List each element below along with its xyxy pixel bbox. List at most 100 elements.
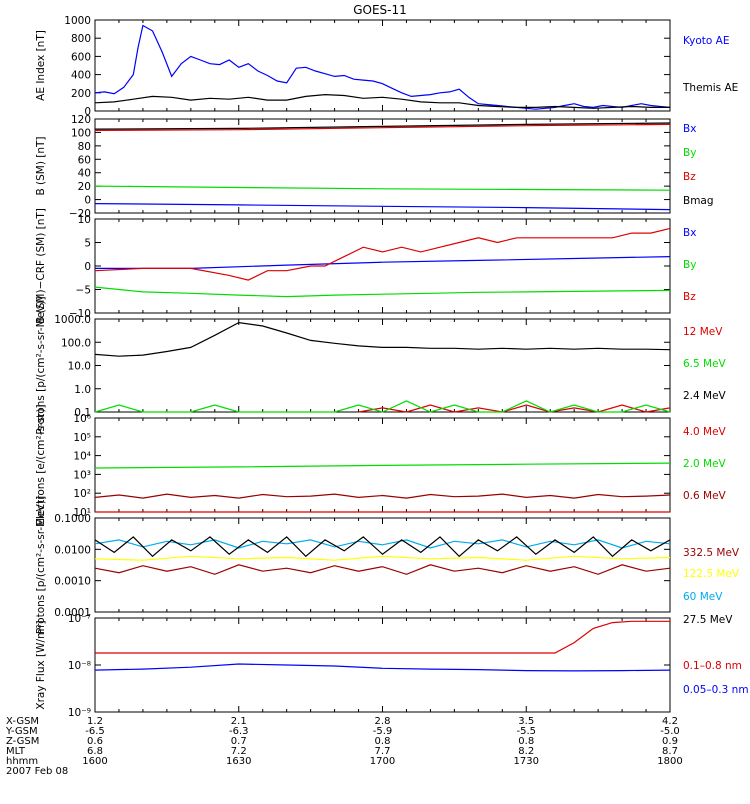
y-tick-label: 400 [71, 70, 91, 82]
y-tick-label: 5 [84, 238, 91, 250]
y-axis-label: Electrons [e/(cm²-s-sr)] [35, 404, 47, 525]
y-tick-label: −5 [76, 285, 91, 297]
y-tick-label: 800 [71, 33, 91, 45]
orbit-value: 2.8 [375, 716, 391, 727]
y-tick-label: 10⁻⁸ [68, 660, 91, 672]
y-tick-label: 20 [78, 181, 91, 193]
orbit-row-label: Y-GSM [5, 726, 38, 737]
series-line-themis-ae [94, 93, 670, 109]
series-line-0-6-mev [94, 493, 671, 499]
panel-electrons: 10⁶ 10⁵ 10⁴ 10³ 10² 10¹ Electrons [e/(cm²-s-sr… [35, 404, 727, 525]
series-line-kyoto-ae [94, 24, 671, 110]
orbit-value: 1800 [657, 756, 682, 767]
y-axis-label: AE Index [nT] [35, 30, 47, 101]
panel-bdiff: 10 5 0 −5 −10 B (SM)−CRF (SM) [nT] Bx By Bz [35, 208, 696, 324]
series-line-0-05-0-3-nm [94, 663, 671, 672]
orbit-value: 1700 [370, 756, 395, 767]
panel-frame [94, 617, 671, 713]
series-line-0-1-0-8-nm [95, 620, 670, 654]
orbit-value: 7.7 [375, 746, 391, 757]
y-tick-label: 40 [78, 168, 91, 180]
legend-entry: 12 MeV [683, 326, 723, 338]
legend-entry: 60 MeV [683, 591, 723, 603]
series-line-bmag [94, 122, 671, 130]
orbit-value: 0.8 [518, 736, 534, 747]
series-line-6-5-mev [94, 400, 671, 413]
orbit-value: 1730 [514, 756, 539, 767]
legend-entry: Themis AE [682, 82, 738, 94]
orbit-row-label: Z-GSM [6, 736, 39, 747]
legend-entry: 122.5 MeV [683, 568, 740, 580]
orbit-value: 2.1 [231, 716, 247, 727]
legend-entry: Bmag [683, 195, 714, 207]
legend-entry: By [683, 147, 696, 159]
series-line-122-5-mev [94, 555, 671, 561]
y-tick-label: 10 [78, 214, 91, 226]
y-tick-label: 80 [78, 141, 91, 153]
y-tick-label: 1.0 [74, 384, 91, 396]
y-tick-label: 0.0010 [54, 576, 91, 588]
panel-frame [94, 318, 671, 413]
y-tick-label: 60 [78, 154, 91, 166]
series-line-bx [94, 203, 671, 211]
y-tick-label: 0 [84, 195, 91, 207]
legend-entry: Kyoto AE [683, 35, 729, 47]
y-tick-label: 10⁻⁷ [68, 613, 91, 625]
panel-protons: 1000.0 100.0 10.0 1.0 0.1 Protons [p/(cm²-s-s… [35, 296, 727, 434]
legend-entry: 2.4 MeV [683, 390, 727, 402]
orbit-row-label: X-GSM [6, 716, 39, 727]
panel-frame [94, 517, 671, 613]
plot-title: GOES-11 [353, 3, 407, 17]
orbit-value: -5.5 [516, 726, 536, 737]
legend-entry: 0.05–0.3 nm [683, 684, 749, 696]
y-axis-label: Protons [p/(cm²-s-sr-MeV)] [35, 496, 47, 634]
legend-entry: 0.6 MeV [683, 490, 727, 502]
series-line-2-4-mev [94, 321, 671, 357]
orbit-value: -6.3 [229, 726, 249, 737]
y-axis-label: B (SM) [nT] [35, 136, 47, 195]
y-tick-label: 1000.0 [54, 314, 91, 326]
series-line-by [94, 185, 671, 191]
panel-xray: 10⁻⁷ 10⁻⁸ 10⁻⁹ Xray Flux [W/m²] 0.1–0.8 nm 0.… [35, 613, 749, 719]
orbit-row-label: hhmm [6, 756, 38, 767]
legend-entry: Bz [683, 291, 696, 303]
orbit-value: 0.6 [87, 736, 103, 747]
y-tick-label: −20 [69, 208, 91, 220]
legend-entry: 27.5 MeV [683, 614, 733, 626]
y-tick-label: 10³ [73, 469, 91, 481]
legend-entry: 332.5 MeV [683, 547, 740, 559]
legend-entry: 0.1–0.8 nm [683, 660, 742, 672]
series-line-bz [94, 123, 671, 131]
y-tick-label: 120 [71, 114, 91, 126]
legend-entry: Bz [683, 171, 696, 183]
orbit-value: -5.0 [660, 726, 680, 737]
y-tick-label: 200 [71, 88, 91, 100]
y-tick-label: 10² [73, 488, 91, 500]
panel-hiprotons: 0.1000 0.0100 0.0010 0.0001 Protons [p/(cm²-… [35, 496, 740, 634]
orbit-value: 0.9 [662, 736, 678, 747]
y-tick-label: 100 [71, 127, 91, 139]
y-axis-label: B (SM)−CRF (SM) [nT] [35, 208, 47, 324]
date-label: 2007 Feb 08 [6, 766, 68, 777]
legend-entry: 2.0 MeV [683, 458, 727, 470]
legend-entry: 4.0 MeV [683, 426, 727, 438]
orbit-value: -6.5 [85, 726, 105, 737]
series-line-by [94, 286, 671, 298]
legend-entry: Bx [683, 123, 696, 135]
series-line-2-0-mev [94, 462, 671, 469]
y-tick-label: 10⁵ [73, 432, 91, 444]
series-line-332-5-mev [94, 564, 671, 575]
series-line-bx [95, 256, 671, 269]
legend-entry: 6.5 MeV [683, 358, 727, 370]
y-tick-label: 0 [84, 261, 91, 273]
y-tick-label: 1000 [64, 15, 91, 27]
y-axis-label: Protons [p/(cm²-s-sr-MeV)] [35, 296, 47, 434]
orbit-value: 3.5 [518, 716, 534, 727]
orbit-value: -5.9 [373, 726, 393, 737]
y-tick-label: 10⁻⁹ [68, 707, 91, 719]
series-line-60-mev [94, 539, 671, 549]
orbit-value: 1600 [82, 756, 107, 767]
y-tick-label: 100.0 [61, 337, 91, 349]
orbit-value: 0.7 [231, 736, 247, 747]
